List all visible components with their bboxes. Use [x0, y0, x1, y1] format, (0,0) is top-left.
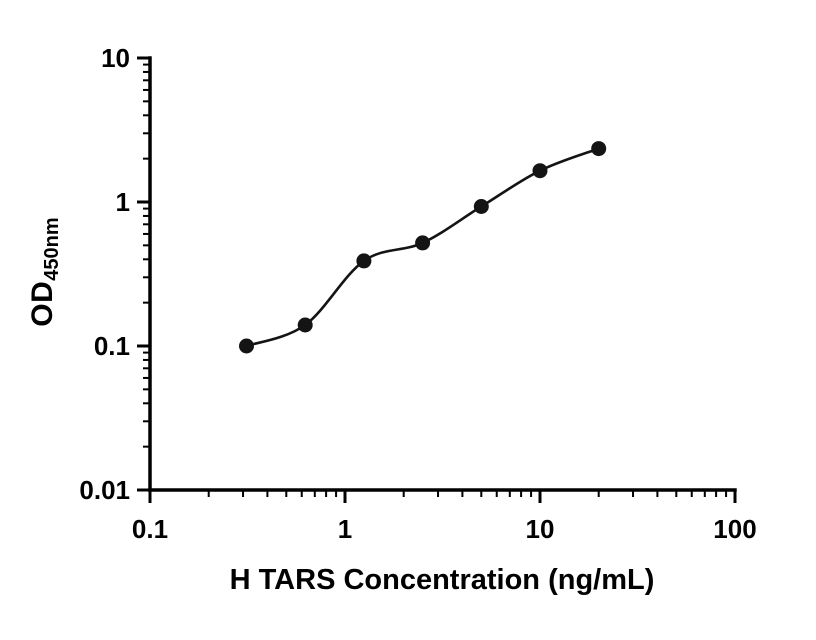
data-point — [532, 163, 548, 179]
data-point — [356, 253, 372, 269]
y-axis-label-main: OD — [26, 280, 59, 327]
data-point — [415, 235, 431, 251]
x-tick-label: 1 — [338, 514, 352, 544]
x-tick-label: 0.1 — [132, 514, 168, 544]
x-axis-label: H TARS Concentration (ng/mL) — [229, 564, 655, 596]
data-point — [239, 338, 254, 354]
y-axis-label-subscript: 450nm — [41, 217, 63, 281]
y-tick-label: 0.01 — [79, 475, 130, 505]
y-tick-label: 1 — [116, 187, 130, 217]
data-point — [473, 199, 489, 214]
x-tick-label: 10 — [526, 514, 555, 544]
y-axis-label: OD450nm — [26, 217, 64, 326]
data-point — [297, 317, 313, 333]
x-tick-label: 100 — [713, 514, 756, 544]
data-point — [591, 141, 607, 157]
y-tick-label: 10 — [101, 43, 130, 73]
y-tick-label: 0.1 — [94, 331, 130, 361]
